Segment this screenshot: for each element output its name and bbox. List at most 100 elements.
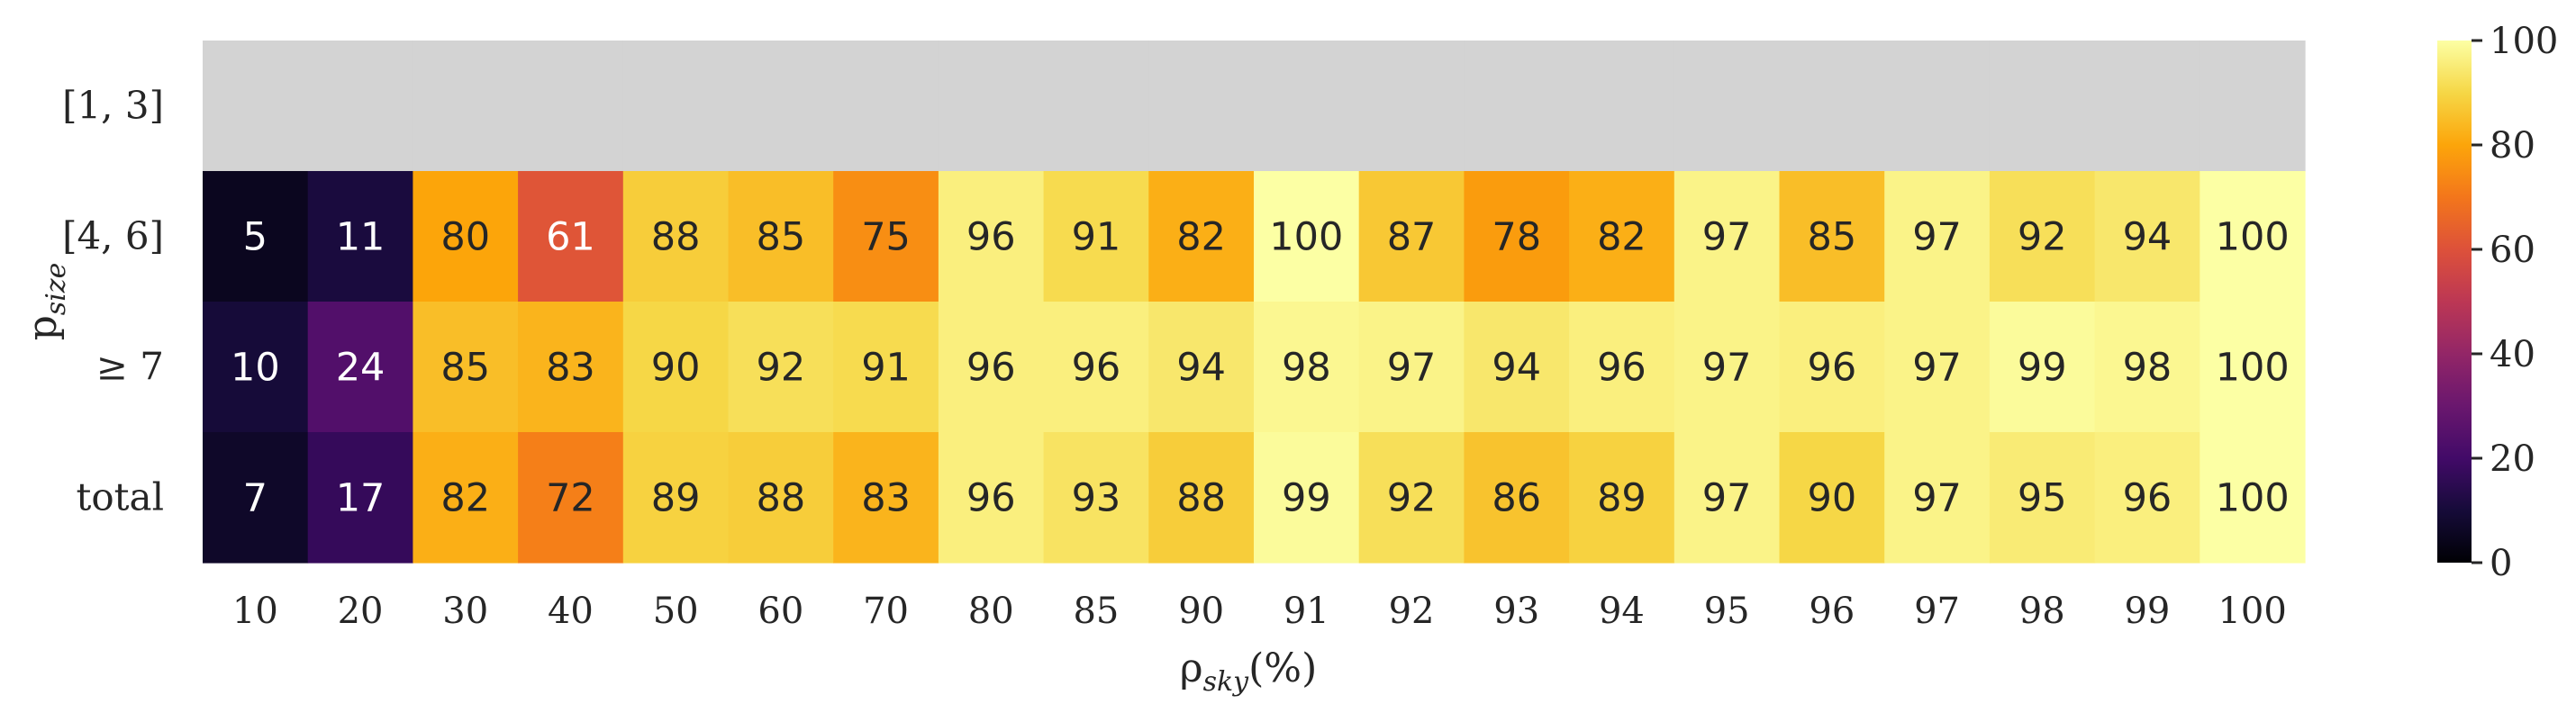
heatmap-cell-label: 90 (1807, 476, 1856, 521)
heatmap-cell-label: 100 (2216, 215, 2290, 260)
heatmap-cell-label: 96 (1072, 346, 1121, 391)
heatmap-cell-label: 5 (243, 215, 268, 260)
heatmap-cell (833, 432, 939, 564)
heatmap-cell (1989, 302, 2096, 433)
x-tick-label: 85 (1073, 591, 1119, 632)
colorbar-tick-label: 40 (2490, 334, 2535, 375)
heatmap-cell-label: 82 (1597, 215, 1646, 260)
heatmap-cell-label: 88 (651, 215, 701, 260)
heatmap-cell (1148, 302, 1255, 433)
heatmap-cell-label: 96 (966, 346, 1016, 391)
heatmap-cell-label: 93 (1072, 476, 1121, 521)
heatmap-cell-missing (938, 41, 1045, 172)
x-tick-label: 95 (1704, 591, 1750, 632)
heatmap-cell (307, 171, 413, 302)
heatmap-cell (413, 302, 519, 433)
heatmap-cell (833, 302, 939, 433)
heatmap-cell-label: 61 (546, 215, 595, 260)
heatmap-cell-label: 89 (1597, 476, 1646, 521)
heatmap-cell (938, 171, 1045, 302)
y-axis-label-sub: size (41, 263, 72, 316)
heatmap-cell-label: 78 (1492, 215, 1541, 260)
colorbar-tick-label: 100 (2490, 21, 2558, 62)
heatmap-cell (1779, 171, 1885, 302)
heatmap-cell-label: 85 (1807, 215, 1856, 260)
heatmap-cell-label: 88 (756, 476, 805, 521)
heatmap-cell (622, 302, 730, 433)
heatmap-cell-label: 92 (1387, 476, 1437, 521)
heatmap-cell-label: 100 (2216, 346, 2290, 391)
heatmap-cell (413, 432, 519, 564)
heatmap-cell-label: 90 (651, 346, 701, 391)
heatmap-cell (1673, 171, 1781, 302)
heatmap-cell-missing (203, 41, 309, 172)
colorbar (2437, 41, 2472, 563)
heatmap-cell-label: 85 (756, 215, 805, 260)
heatmap-cell (1254, 302, 1360, 433)
heatmap-cell (2094, 302, 2200, 433)
heatmap-cell (728, 171, 834, 302)
heatmap-cell (203, 432, 309, 564)
heatmap-cell (1043, 432, 1149, 564)
heatmap-cell-label: 100 (1269, 215, 1343, 260)
heatmap-cell (2200, 432, 2306, 564)
y-tick-label: [4, 6] (62, 214, 164, 258)
heatmap-cell (1358, 432, 1465, 564)
heatmap-cell-label: 89 (651, 476, 701, 521)
x-tick-label: 80 (968, 591, 1014, 632)
heatmap-cell-label: 97 (1702, 215, 1752, 260)
heatmap-cell-missing (1358, 41, 1465, 172)
colorbar-tick-label: 80 (2490, 125, 2535, 167)
x-axis-label: ρsky(%) (1180, 645, 1318, 698)
heatmap-cell-label: 98 (1282, 346, 1331, 391)
heatmap-cell-label: 87 (1387, 215, 1437, 260)
heatmap-cell (1043, 171, 1149, 302)
heatmap-cell-missing (1148, 41, 1255, 172)
heatmap-cell (833, 171, 939, 302)
heatmap-cell (938, 302, 1045, 433)
colorbar-tick-label: 60 (2490, 230, 2535, 271)
y-tick-label: ≥ 7 (96, 345, 164, 389)
heatmap-cell-label: 97 (1912, 476, 1962, 521)
heatmap-cell (1148, 171, 1255, 302)
x-axis-label-main: ρ (1180, 645, 1203, 691)
heatmap-cell (1254, 432, 1360, 564)
heatmap-cell-label: 10 (231, 346, 280, 391)
heatmap-cell (1464, 302, 1570, 433)
heatmap-cell (307, 432, 413, 564)
heatmap-cell (203, 302, 309, 433)
heatmap-cell (203, 171, 309, 302)
heatmap-cell-label: 82 (440, 476, 490, 521)
heatmap-cell (938, 432, 1045, 564)
heatmap-cell-missing (413, 41, 519, 172)
x-axis-label-unit: (%) (1248, 645, 1317, 691)
heatmap-cell (2094, 432, 2200, 564)
heatmap-cell-label: 99 (2018, 346, 2067, 391)
x-tick-label: 91 (1283, 591, 1329, 632)
heatmap-cell (1779, 302, 1885, 433)
heatmap-cell-label: 96 (2123, 476, 2172, 521)
x-tick-label: 93 (1493, 591, 1539, 632)
heatmap-cell (2200, 171, 2306, 302)
heatmap-cell-label: 95 (2018, 476, 2067, 521)
y-axis-label: psize (20, 263, 72, 341)
y-tick-labels: [1, 3] [4, 6] ≥ 7 total (62, 84, 164, 519)
colorbar-ticks: 0 20 40 60 80 100 (2472, 21, 2558, 584)
heatmap-cell (1464, 432, 1570, 564)
x-tick-label: 20 (338, 591, 384, 632)
heatmap-cell (1884, 302, 1991, 433)
heatmap-cell (518, 302, 624, 433)
heatmap-cell-missing (1779, 41, 1885, 172)
heatmap-cell (728, 432, 834, 564)
heatmap-cell-label: 11 (336, 215, 385, 260)
heatmap-cell-label: 80 (440, 215, 490, 260)
heatmap-cell (518, 171, 624, 302)
x-tick-label: 99 (2124, 591, 2170, 632)
heatmap-cell-missing (833, 41, 939, 172)
x-tick-label: 10 (232, 591, 278, 632)
heatmap-cell-label: 94 (1176, 346, 1226, 391)
heatmap-cell-label: 92 (756, 346, 805, 391)
heatmap-cell-label: 72 (546, 476, 595, 521)
heatmap-cell (307, 302, 413, 433)
heatmap-cell-missing (1569, 41, 1675, 172)
